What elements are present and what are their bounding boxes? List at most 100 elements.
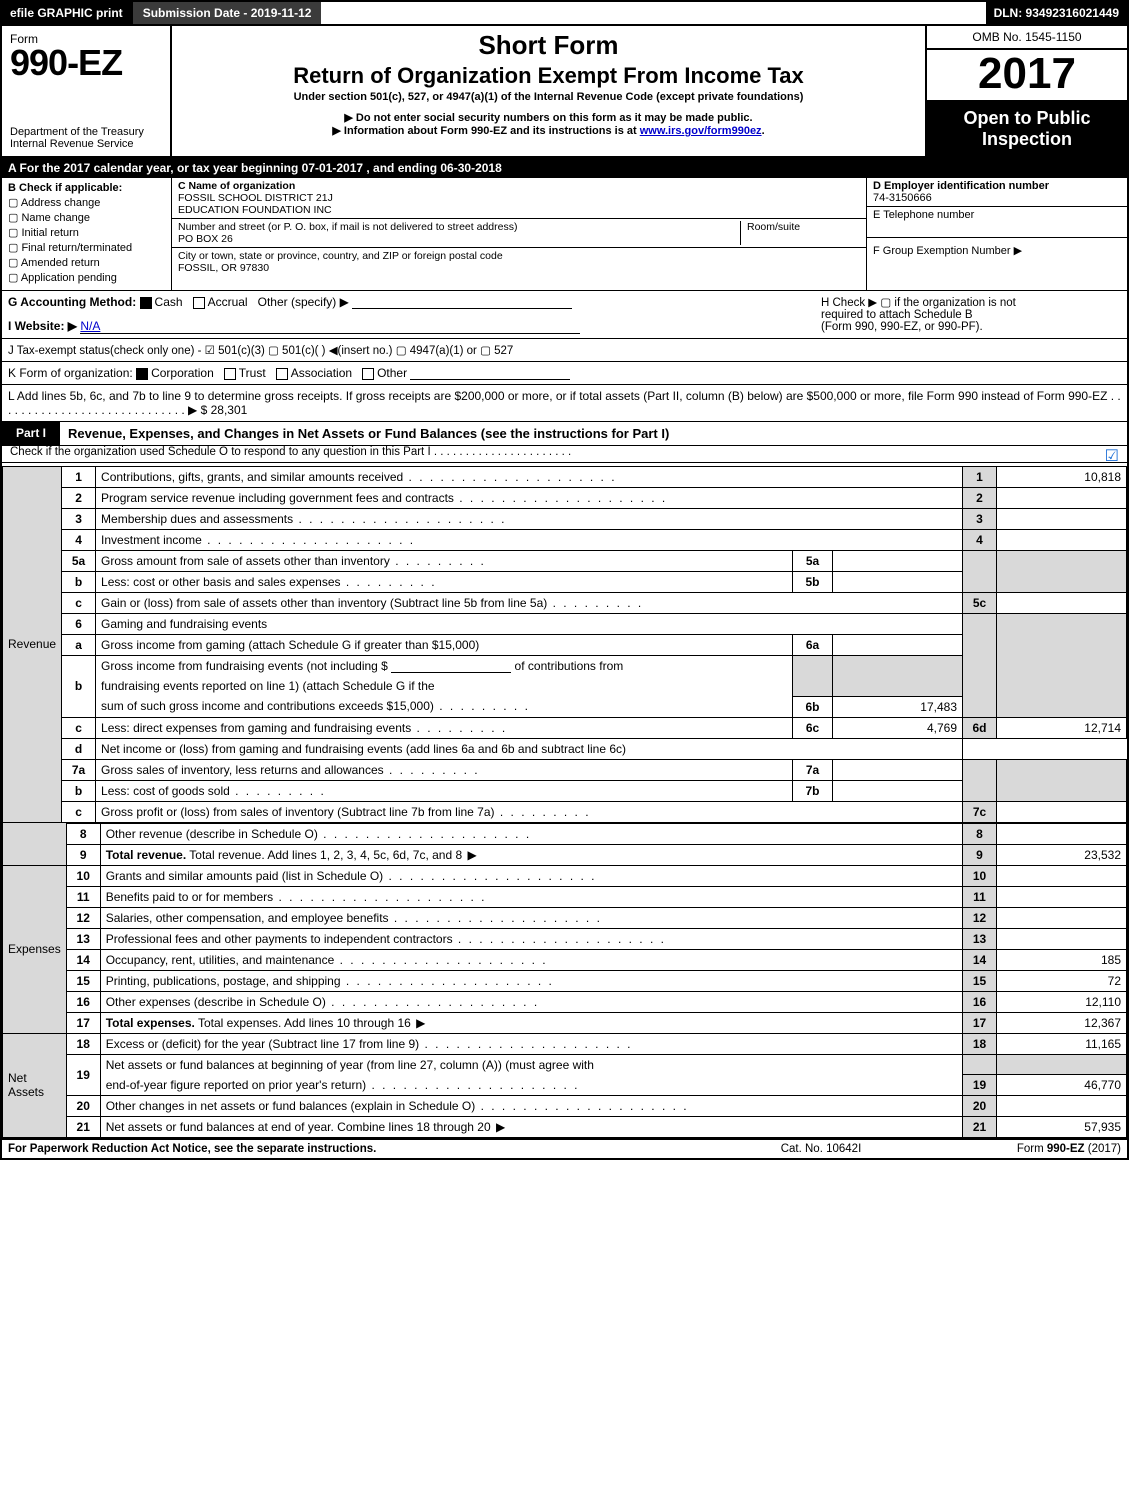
line-ref: 19 (963, 1075, 997, 1096)
line-text: Less: cost or other basis and sales expe… (101, 575, 436, 589)
row-h-line2: required to attach Schedule B (821, 309, 1121, 321)
line-text: Less: cost of goods sold (101, 784, 326, 798)
line-ref: 17 (963, 1012, 997, 1033)
line-value: 12,367 (997, 1012, 1127, 1033)
line-value (997, 928, 1127, 949)
part-i-sub: Check if the organization used Schedule … (10, 446, 571, 458)
addr-label: Number and street (or P. O. box, if mail… (178, 221, 517, 233)
trust-label: Trust (239, 366, 266, 380)
table-row: 4 Investment income 4 (3, 530, 1127, 551)
line-value: 11,165 (997, 1033, 1127, 1054)
line-text: Net assets or fund balances at end of ye… (106, 1120, 507, 1134)
check-trust[interactable] (224, 368, 236, 380)
line-value: 12,110 (997, 991, 1127, 1012)
line-ref: 2 (963, 488, 997, 509)
check-application-pending[interactable]: Application pending (8, 271, 165, 284)
footer-mid: Cat. No. 10642I (721, 1143, 921, 1155)
line-text: Gross income from gaming (attach Schedul… (101, 638, 479, 652)
line-num: 5a (62, 551, 96, 572)
check-name-change[interactable]: Name change (8, 211, 165, 224)
mini-ref: 5a (793, 551, 833, 572)
line-text: Gaming and fundraising events (101, 617, 267, 631)
line-19-t1: Net assets or fund balances at beginning… (106, 1058, 594, 1072)
line-num: 1 (62, 467, 96, 488)
line-text: Less: direct expenses from gaming and fu… (101, 721, 507, 735)
line-value (997, 801, 1127, 822)
arrow2-pre: ▶ Information about Form 990-EZ and its … (332, 125, 639, 137)
line-num: b (62, 572, 96, 593)
line-6b-blank[interactable] (391, 659, 511, 673)
line-text: Gross profit or (loss) from sales of inv… (101, 805, 591, 819)
irs-link[interactable]: www.irs.gov/form990ez (640, 125, 762, 137)
mini-ref: 6a (793, 635, 833, 656)
check-amended-return[interactable]: Amended return (8, 256, 165, 269)
line-value (997, 488, 1127, 509)
table-row: 14 Occupancy, rent, utilities, and maint… (3, 949, 1127, 970)
line-num: d (62, 738, 96, 759)
line-ref: 13 (963, 928, 997, 949)
table-row: 19 Net assets or fund balances at beginn… (3, 1054, 1127, 1075)
line-num: 12 (66, 907, 100, 928)
check-accrual[interactable] (193, 297, 205, 309)
line-num: 19 (66, 1054, 100, 1096)
instruction-line-1: ▶ Do not enter social security numbers o… (178, 111, 919, 124)
table-row: Revenue 1 Contributions, gifts, grants, … (3, 467, 1127, 488)
spacer (321, 2, 985, 24)
mini-value (833, 572, 963, 593)
website-value[interactable]: N/A (80, 319, 580, 334)
line-num: b (62, 780, 96, 801)
line-num: 7a (62, 759, 96, 780)
line-num: a (62, 635, 96, 656)
line-ref: 5c (963, 593, 997, 614)
short-form-title: Short Form (178, 30, 919, 61)
row-h-line1: H Check ▶ ▢ if the organization is not (821, 295, 1121, 309)
line-num: 14 (66, 949, 100, 970)
inspection: Inspection (931, 129, 1123, 150)
line-num: 20 (66, 1096, 100, 1117)
check-initial-return[interactable]: Initial return (8, 226, 165, 239)
row-a-calendar-year: A For the 2017 calendar year, or tax yea… (2, 158, 1127, 178)
check-cash[interactable] (140, 297, 152, 309)
city-value: FOSSIL, OR 97830 (178, 262, 269, 274)
row-l-text: L Add lines 5b, 6c, and 7b to line 9 to … (8, 389, 1121, 417)
other-specify-input[interactable] (352, 295, 572, 309)
other-label: Other (specify) ▶ (258, 295, 349, 309)
form-number: 990-EZ (10, 42, 162, 84)
line-ref: 9 (963, 844, 997, 865)
check-assoc[interactable] (276, 368, 288, 380)
dept-label: Department of the Treasury (10, 126, 162, 138)
line-num: 4 (62, 530, 96, 551)
line-num: 8 (66, 823, 100, 844)
under-section: Under section 501(c), 527, or 4947(a)(1)… (178, 91, 919, 103)
line-ref: 8 (963, 823, 997, 844)
table-row: sum of such gross income and contributio… (3, 696, 1127, 717)
line-ref: 4 (963, 530, 997, 551)
table-row: 5a Gross amount from sale of assets othe… (3, 551, 1127, 572)
line-value (997, 886, 1127, 907)
check-address-change[interactable]: Address change (8, 196, 165, 209)
table-row: Net Assets 18 Excess or (deficit) for th… (3, 1033, 1127, 1054)
other-org-input[interactable] (410, 366, 570, 380)
other-org-label: Other (377, 366, 407, 380)
table-row: 7a Gross sales of inventory, less return… (3, 759, 1127, 780)
table-row: 11 Benefits paid to or for members 11 (3, 886, 1127, 907)
line-ref: 18 (963, 1033, 997, 1054)
table-row: 21 Net assets or fund balances at end of… (3, 1117, 1127, 1138)
line-text: Contributions, gifts, grants, and simila… (101, 470, 617, 484)
section-d-label: D Employer identification number (873, 180, 1049, 192)
line-6b-t4: sum of such gross income and contributio… (101, 699, 530, 713)
part-i-label: Part I (2, 422, 60, 445)
check-final-return[interactable]: Final return/terminated (8, 241, 165, 254)
line-num: 18 (66, 1033, 100, 1054)
line-text: Occupancy, rent, utilities, and maintena… (106, 953, 548, 967)
line-num: b (62, 656, 96, 718)
check-other-org[interactable] (362, 368, 374, 380)
line-ref: 1 (963, 467, 997, 488)
check-corp[interactable] (136, 368, 148, 380)
row-g-label: G Accounting Method: (8, 295, 136, 309)
line-num: 9 (66, 844, 100, 865)
row-l-amount: 28,301 (211, 403, 248, 417)
line-text: Professional fees and other payments to … (106, 932, 666, 946)
omb-number: OMB No. 1545-1150 (927, 26, 1127, 50)
arrow2-post: . (762, 125, 765, 137)
